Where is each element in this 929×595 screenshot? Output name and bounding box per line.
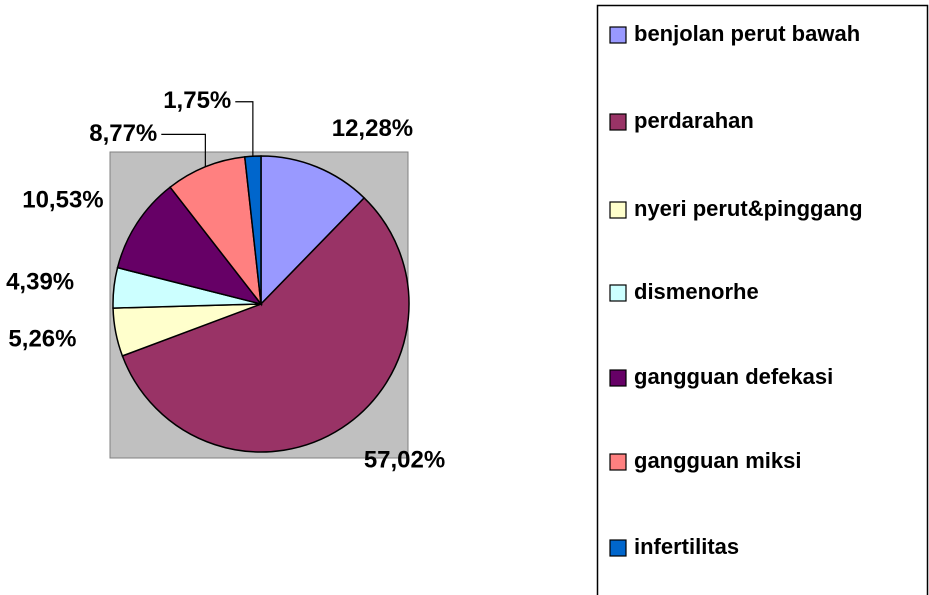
legend-label: gangguan defekasi	[634, 364, 833, 389]
data-label: 12,28%	[332, 115, 413, 142]
pie-slice	[169, 156, 263, 307]
legend-label: benjolan perut bawah	[634, 21, 860, 46]
pie-slice	[260, 155, 366, 306]
legend-label: perdarahan	[634, 108, 754, 133]
legend-swatch	[609, 539, 627, 557]
legend-swatch	[609, 113, 627, 131]
pie-slice	[121, 196, 410, 453]
legend-box	[596, 4, 929, 595]
legend-swatch	[609, 201, 627, 219]
legend-label: dismenorhe	[634, 279, 759, 304]
leader-line	[235, 101, 254, 157]
legend-swatch	[609, 26, 627, 44]
legend-swatch	[609, 284, 627, 302]
legend-label: nyeri perut&pinggang	[634, 196, 863, 221]
legend-label: gangguan miksi	[634, 448, 801, 473]
data-label: 5,26%	[8, 325, 76, 352]
legend-label: infertilitas	[634, 534, 739, 559]
legend-swatch	[609, 453, 627, 471]
leader-line	[161, 133, 206, 167]
data-label: 1,75%	[163, 87, 231, 114]
data-label: 57,02%	[364, 447, 445, 474]
data-label: 10,53%	[22, 186, 103, 213]
legend-swatch	[609, 369, 627, 387]
data-label: 4,39%	[6, 269, 74, 296]
data-label: 8,77%	[89, 120, 157, 147]
pie-slice	[116, 186, 263, 306]
pie-slice	[243, 155, 262, 305]
